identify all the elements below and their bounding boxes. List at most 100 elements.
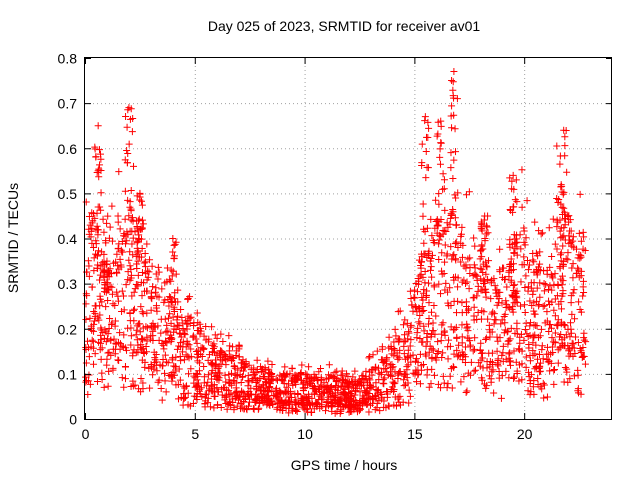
data-point <box>193 339 201 347</box>
data-point <box>485 349 493 357</box>
data-point <box>138 356 146 364</box>
data-point <box>558 182 566 190</box>
data-point <box>565 212 573 220</box>
data-point <box>507 266 515 274</box>
data-point <box>567 292 575 300</box>
data-point <box>318 384 326 392</box>
data-point <box>121 375 129 383</box>
data-point <box>423 163 431 171</box>
data-point <box>169 267 177 275</box>
data-point <box>478 253 486 261</box>
data-point <box>481 237 489 245</box>
data-point <box>414 280 422 288</box>
data-point <box>575 298 583 306</box>
data-point <box>437 290 445 298</box>
x-tick-label: 15 <box>407 426 423 442</box>
data-point <box>463 334 471 342</box>
data-point <box>418 294 426 302</box>
data-point <box>168 272 176 280</box>
data-point <box>193 348 201 356</box>
data-point <box>558 203 566 211</box>
data-point <box>304 373 312 381</box>
data-point <box>356 388 364 396</box>
data-point <box>406 392 414 400</box>
data-point <box>225 391 233 399</box>
data-point <box>543 308 551 316</box>
data-point <box>582 338 590 346</box>
data-point <box>375 376 383 384</box>
data-point <box>499 357 507 365</box>
data-point <box>510 231 518 239</box>
data-point <box>121 187 129 195</box>
data-point <box>477 356 485 364</box>
data-point <box>179 326 187 334</box>
data-point <box>184 389 192 397</box>
data-point <box>213 350 221 358</box>
data-point <box>134 282 142 290</box>
data-point <box>219 337 227 345</box>
data-point <box>412 366 420 374</box>
data-point <box>82 198 90 206</box>
data-point <box>172 353 180 361</box>
data-point <box>536 279 544 287</box>
data-point <box>413 378 421 386</box>
data-point <box>90 320 98 328</box>
data-point <box>97 206 105 214</box>
data-point <box>175 365 183 373</box>
data-point <box>424 249 432 257</box>
data-point <box>228 395 236 403</box>
data-point <box>168 299 176 307</box>
data-point <box>536 332 544 340</box>
data-point <box>569 260 577 268</box>
data-point <box>506 357 514 365</box>
data-point <box>250 371 258 379</box>
data-point <box>233 387 241 395</box>
data-point <box>323 399 331 407</box>
data-point <box>376 389 384 397</box>
data-point <box>132 349 140 357</box>
data-point <box>503 328 511 336</box>
data-point <box>268 361 276 369</box>
data-point <box>449 175 457 183</box>
data-point <box>563 365 571 373</box>
data-point <box>493 301 501 309</box>
data-point <box>485 372 493 380</box>
data-point <box>530 258 538 266</box>
data-point <box>376 407 384 415</box>
data-point <box>260 372 268 380</box>
data-point <box>546 282 554 290</box>
data-point <box>466 254 474 262</box>
data-point <box>199 345 207 353</box>
data-point <box>294 400 302 408</box>
data-point <box>546 301 554 309</box>
data-point <box>424 118 432 126</box>
data-point <box>195 326 203 334</box>
data-point <box>265 369 273 377</box>
data-point <box>579 292 587 300</box>
data-point <box>259 398 267 406</box>
data-point <box>390 387 398 395</box>
data-point <box>569 340 577 348</box>
data-point <box>178 348 186 356</box>
data-point <box>537 325 545 333</box>
data-point <box>358 372 366 380</box>
data-point <box>266 380 274 388</box>
data-point <box>99 215 107 223</box>
data-point <box>281 363 289 371</box>
data-point <box>286 400 294 408</box>
data-point <box>90 267 98 275</box>
data-point <box>520 227 528 235</box>
data-point <box>570 286 578 294</box>
y-tick-label: 0.2 <box>58 321 78 337</box>
data-point <box>561 215 569 223</box>
data-point <box>548 253 556 261</box>
data-point <box>567 319 575 327</box>
data-point <box>281 398 289 406</box>
data-point <box>245 391 253 399</box>
data-point <box>457 258 465 266</box>
data-point <box>439 349 447 357</box>
data-point <box>418 253 426 261</box>
data-point <box>362 367 370 375</box>
data-point <box>177 393 185 401</box>
data-point <box>154 322 162 330</box>
